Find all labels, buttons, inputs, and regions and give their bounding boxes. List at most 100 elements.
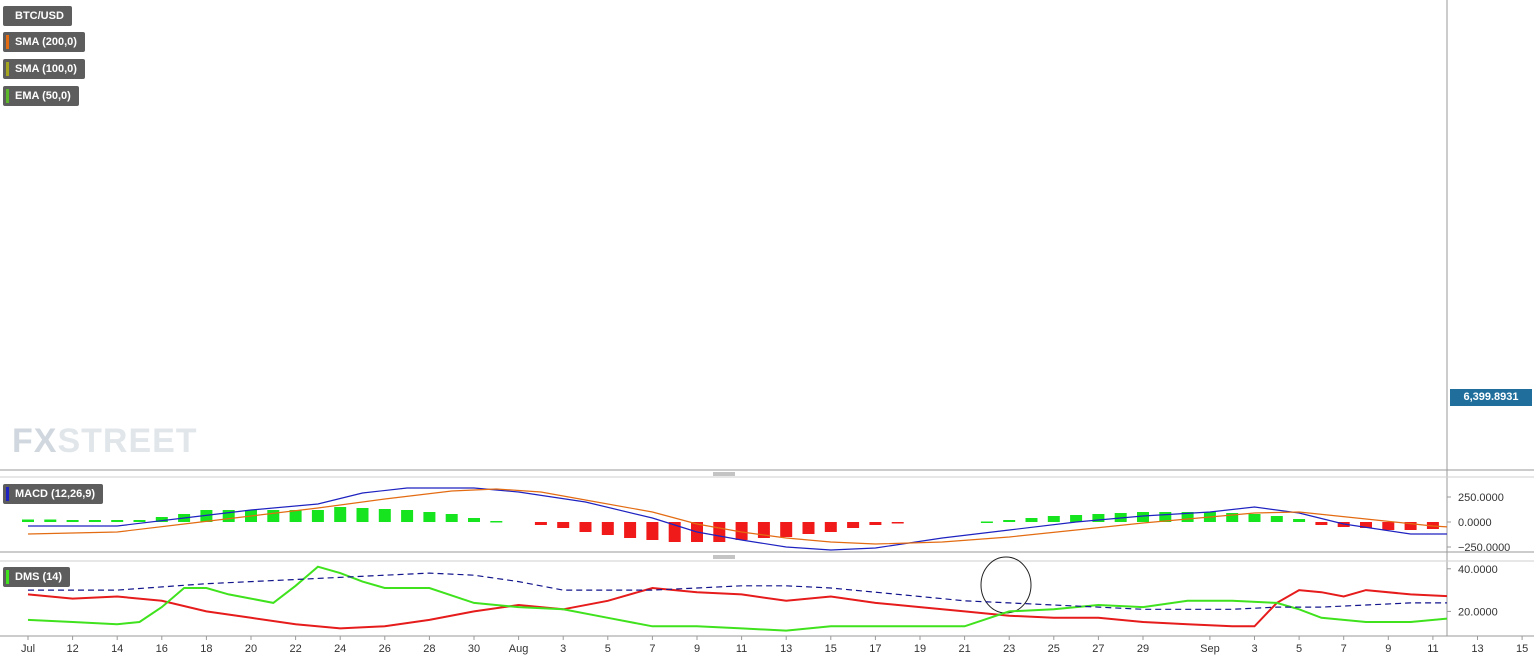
dms-panel xyxy=(27,565,1447,632)
macd-histogram-bar xyxy=(1248,514,1261,522)
x-tick-label: 11 xyxy=(1427,643,1438,655)
x-tick-label: 3 xyxy=(1251,643,1257,655)
macd-histogram-bar xyxy=(980,521,993,523)
x-tick-label: 17 xyxy=(869,643,881,655)
macd-histogram-bar xyxy=(311,510,324,522)
macd-histogram-bar xyxy=(869,522,882,525)
macd-histogram-bar xyxy=(1092,514,1105,522)
x-tick-label: 19 xyxy=(914,643,926,655)
x-tick-label: 28 xyxy=(423,643,435,655)
macd-histogram-bar xyxy=(1070,515,1083,522)
x-tick-label: Jul xyxy=(21,643,35,655)
dms-swatch xyxy=(6,570,9,584)
symbol-label[interactable]: BTC/USD xyxy=(3,6,72,26)
ema50-swatch xyxy=(6,89,9,103)
sma100-swatch xyxy=(6,62,9,76)
ema50-label[interactable]: EMA (50,0) xyxy=(3,86,79,106)
x-tick-label: 29 xyxy=(1137,643,1149,655)
macd-histogram-bar xyxy=(289,510,302,522)
macd-histogram-bar xyxy=(1516,522,1528,525)
macd-histogram-bar xyxy=(1137,512,1149,522)
x-tick-label: 16 xyxy=(156,643,168,655)
macd-histogram-bar xyxy=(847,522,860,528)
last-price-badge: 6,399.8931 xyxy=(1450,389,1532,406)
macd-histogram-bar xyxy=(22,519,34,522)
dms-text: DMS (14) xyxy=(15,571,63,583)
sma100-label[interactable]: SMA (100,0) xyxy=(3,59,85,79)
macd-histogram-bar xyxy=(601,522,614,535)
dms-line-green xyxy=(27,565,1447,632)
x-tick-label: 22 xyxy=(289,643,301,655)
macd-histogram-bar xyxy=(824,522,837,532)
macd-histogram-bar xyxy=(423,512,436,522)
sma200-swatch xyxy=(6,35,9,49)
macd-histogram-bar xyxy=(735,522,748,540)
x-tick-label: 7 xyxy=(1341,643,1347,655)
x-tick-label: 25 xyxy=(1048,643,1060,655)
macd-histogram-bar xyxy=(44,519,57,522)
macd-histogram-bar xyxy=(1494,522,1506,526)
sma200-label[interactable]: SMA (200,0) xyxy=(3,32,85,52)
macd-histogram-bar xyxy=(1404,522,1417,530)
symbol-text: BTC/USD xyxy=(15,10,64,22)
x-tick-label: 5 xyxy=(1296,643,1302,655)
macd-histogram-bar xyxy=(1382,522,1395,530)
x-tick-label: 7 xyxy=(649,643,655,655)
x-tick-label: 9 xyxy=(1385,643,1391,655)
x-tick-label: 30 xyxy=(468,643,480,655)
sma100-text: SMA (100,0) xyxy=(15,63,77,75)
x-tick-label: 23 xyxy=(1003,643,1015,655)
macd-histogram-bar xyxy=(534,522,547,525)
dms-label[interactable]: DMS (14) xyxy=(3,567,71,587)
dms-line-red xyxy=(27,586,1447,630)
x-tick-label: 13 xyxy=(780,643,792,655)
x-tick-label: 14 xyxy=(111,643,123,655)
watermark-part1: FX xyxy=(12,422,58,460)
macd-histogram-bar xyxy=(334,507,347,522)
macd-histogram-bar xyxy=(1181,512,1194,522)
x-tick-label: 5 xyxy=(605,643,611,655)
macd-histogram-bar xyxy=(200,510,213,522)
dms-line-blue xyxy=(28,572,1447,610)
macd-histogram-bar xyxy=(133,520,146,522)
macd-histogram-bar xyxy=(401,510,414,522)
x-tick-label: Aug xyxy=(509,643,529,655)
macd-histogram-bar xyxy=(468,518,480,522)
crossover-annotation-circle xyxy=(980,556,1032,614)
macd-tick-label: 250.0000 xyxy=(1458,492,1504,504)
macd-histogram-bar xyxy=(579,522,592,532)
x-tick-label: 27 xyxy=(1092,643,1104,655)
x-tick-label: 9 xyxy=(694,643,700,655)
macd-histogram-bar xyxy=(780,522,793,537)
macd-tick-label: 0.0000 xyxy=(1458,517,1492,529)
x-tick-label: Sep xyxy=(1200,643,1220,655)
x-tick-label: 18 xyxy=(200,643,212,655)
macd-histogram-bar xyxy=(1270,516,1283,522)
macd-histogram-bar xyxy=(378,509,391,522)
dms-tick-label: 20.0000 xyxy=(1458,606,1498,618)
macd-label[interactable]: MACD (12,26,9) xyxy=(3,484,104,504)
macd-histogram-bar xyxy=(891,522,904,524)
macd-histogram-bar xyxy=(1360,522,1372,528)
macd-histogram-bar xyxy=(802,522,815,534)
macd-histogram-bar xyxy=(267,510,280,522)
macd-histogram-bar xyxy=(111,520,124,522)
watermark-logo: FXSTREET xyxy=(12,422,198,461)
macd-histogram-bar xyxy=(445,514,458,522)
macd-histogram-bar xyxy=(1003,520,1016,522)
macd-histogram-bar xyxy=(1047,516,1060,522)
macd-histogram-bar xyxy=(155,517,168,522)
dms-tick-label: 40.0000 xyxy=(1458,564,1498,576)
macd-text: MACD (12,26,9) xyxy=(15,488,96,500)
ema50-text: EMA (50,0) xyxy=(15,90,71,102)
x-tick-label: 13 xyxy=(1471,643,1483,655)
x-tick-label: 12 xyxy=(66,643,78,655)
macd-histogram-bar xyxy=(1159,512,1172,522)
macd-line-macd xyxy=(28,487,1447,551)
macd-histogram-bar xyxy=(1226,513,1239,522)
x-tick-label: 21 xyxy=(958,643,970,655)
x-tick-label: 3 xyxy=(560,643,566,655)
